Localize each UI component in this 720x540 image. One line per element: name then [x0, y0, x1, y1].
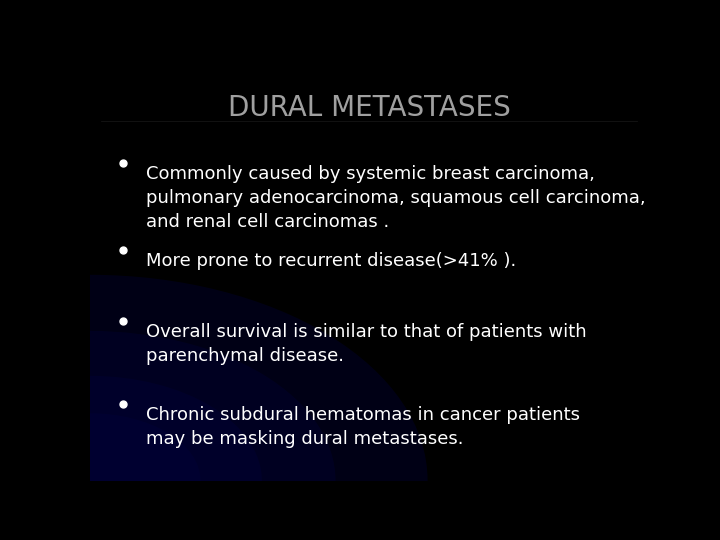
- Ellipse shape: [0, 376, 262, 540]
- Text: Chronic subdural hematomas in cancer patients
may be masking dural metastases.: Chronic subdural hematomas in cancer pat…: [145, 406, 580, 448]
- Text: Overall survival is similar to that of patients with
parenchymal disease.: Overall survival is similar to that of p…: [145, 322, 586, 365]
- Ellipse shape: [0, 331, 336, 540]
- Text: More prone to recurrent disease(>41% ).: More prone to recurrent disease(>41% ).: [145, 252, 516, 270]
- Text: Commonly caused by systemic breast carcinoma,
pulmonary adenocarcinoma, squamous: Commonly caused by systemic breast carci…: [145, 165, 645, 231]
- Ellipse shape: [0, 275, 428, 540]
- Text: DURAL METASTASES: DURAL METASTASES: [228, 94, 510, 122]
- Ellipse shape: [0, 413, 200, 540]
